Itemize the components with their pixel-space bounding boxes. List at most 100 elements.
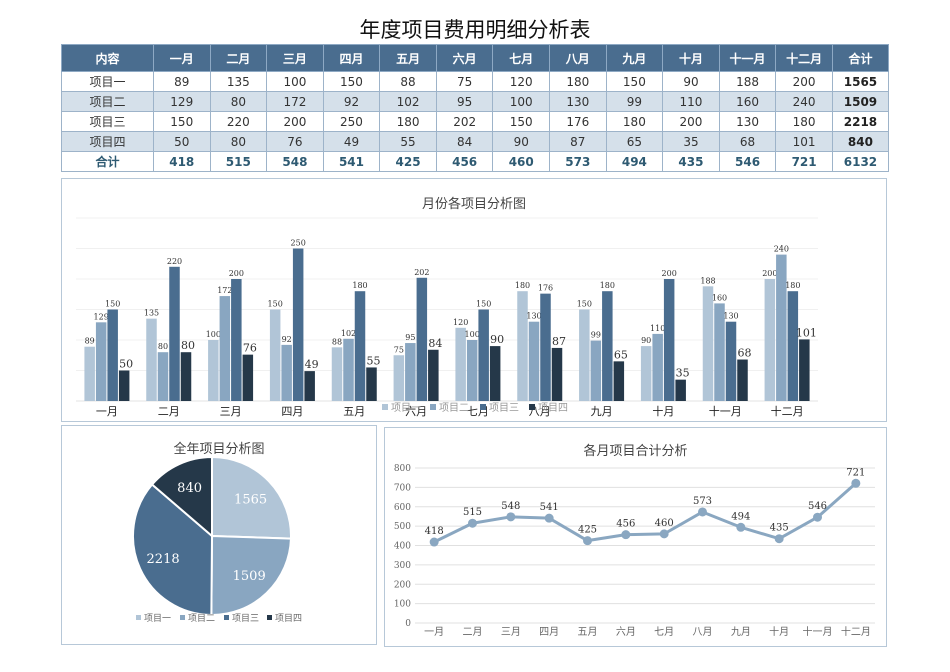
svg-text:500: 500 — [394, 522, 411, 532]
table-cell: 548 — [266, 151, 324, 172]
table-cell: 80 — [209, 131, 268, 152]
table-cell: 项目一 — [61, 71, 154, 92]
svg-text:120: 120 — [453, 318, 468, 327]
table-cell: 项目三 — [61, 111, 154, 132]
line-chart-title: 各月项目合计分析 — [583, 444, 688, 459]
svg-text:一月: 一月 — [424, 626, 444, 638]
svg-text:800: 800 — [394, 464, 411, 474]
svg-text:100: 100 — [465, 330, 480, 339]
table-cell: 202 — [435, 111, 494, 132]
table-cell: 150 — [152, 111, 211, 132]
column-header: 合计 — [831, 44, 890, 72]
table-body: 项目一 89 135 100 150 88 75 120 180 150 90 188 200 1565 项… — [61, 71, 890, 172]
pie-chart-title: 全年项目分析图 — [173, 442, 265, 457]
svg-text:220: 220 — [167, 257, 182, 266]
table-cell: 55 — [379, 131, 437, 152]
column-header: 九月 — [605, 44, 664, 72]
svg-text:项目四: 项目四 — [275, 613, 302, 624]
svg-text:项目三: 项目三 — [232, 613, 259, 624]
table-cell: 项目四 — [61, 131, 154, 152]
table-cell: 573 — [549, 151, 607, 172]
svg-text:456: 456 — [616, 519, 635, 530]
table-cell: 49 — [322, 131, 381, 152]
column-header: 二月 — [209, 44, 268, 72]
svg-text:二月: 二月 — [158, 405, 180, 418]
column-header: 八月 — [549, 44, 607, 72]
svg-text:十月: 十月 — [769, 625, 789, 638]
svg-text:十二月: 十二月 — [771, 404, 804, 418]
svg-text:840: 840 — [177, 481, 202, 496]
column-header: 六月 — [435, 44, 494, 72]
table-cell: 456 — [435, 151, 494, 172]
column-header: 十月 — [662, 44, 720, 72]
svg-text:35: 35 — [676, 367, 690, 380]
svg-text:200: 200 — [662, 269, 677, 278]
svg-text:80: 80 — [158, 342, 168, 351]
table-cell: 合计 — [61, 151, 154, 172]
svg-text:0: 0 — [405, 619, 411, 629]
table-cell: 2218 — [831, 111, 890, 132]
svg-text:300: 300 — [394, 561, 411, 571]
table-cell: 160 — [718, 91, 777, 112]
bar-chart-title: 月份各项目分析图 — [421, 197, 526, 212]
svg-text:49: 49 — [305, 358, 319, 371]
svg-text:六月: 六月 — [405, 405, 427, 418]
column-header: 十二月 — [775, 44, 833, 72]
table-cell: 176 — [549, 111, 607, 132]
svg-text:425: 425 — [578, 525, 597, 536]
svg-text:200: 200 — [229, 269, 244, 278]
column-header: 五月 — [379, 44, 437, 72]
svg-text:180: 180 — [515, 281, 530, 290]
svg-text:87: 87 — [552, 335, 566, 348]
sum-row: 合计 418 515 548 541 425 456 460 573 494 435 546 721 61… — [61, 151, 890, 172]
svg-text:三月: 三月 — [220, 405, 242, 418]
svg-text:494: 494 — [731, 511, 750, 522]
table-cell: 50 — [152, 131, 211, 152]
svg-text:1509: 1509 — [233, 569, 266, 584]
table-cell: 88 — [379, 71, 437, 92]
table-cell: 1565 — [831, 71, 890, 92]
column-header: 四月 — [322, 44, 381, 72]
svg-text:418: 418 — [425, 526, 444, 537]
svg-text:435: 435 — [770, 523, 789, 534]
pie-chart: 1565 1509 2218 840 项目一 项目二 项目三 项目四 — [132, 455, 302, 624]
table-row: 项目四 50 80 76 49 55 84 90 87 65 35 68 101 840 — [61, 131, 890, 152]
table-cell: 68 — [718, 131, 777, 152]
bar-chart-panel: 月份各项目分析图 89 129 150 50 一月 135 80 220 80 二月 100 172 2… — [61, 178, 887, 422]
svg-text:项目二: 项目二 — [188, 613, 215, 624]
table-cell: 102 — [379, 91, 437, 112]
svg-text:84: 84 — [428, 337, 442, 350]
svg-text:三月: 三月 — [501, 626, 521, 638]
table-cell: 95 — [435, 91, 494, 112]
svg-text:721: 721 — [846, 467, 865, 478]
table-cell: 200 — [662, 111, 720, 132]
svg-text:89: 89 — [85, 337, 95, 346]
line-chart-panel: 各月项目合计分析 0 100 200 300 400 500 600 700 800 418 一月 5… — [384, 427, 887, 647]
table-cell: 180 — [379, 111, 437, 132]
svg-text:八月: 八月 — [693, 626, 713, 638]
svg-text:项目二: 项目二 — [439, 402, 469, 414]
svg-text:546: 546 — [808, 501, 827, 512]
svg-text:180: 180 — [600, 281, 615, 290]
table-cell: 101 — [775, 131, 833, 152]
svg-text:项目一: 项目一 — [144, 613, 171, 624]
svg-text:99: 99 — [591, 331, 601, 340]
svg-text:100: 100 — [394, 600, 411, 610]
column-header: 七月 — [492, 44, 551, 72]
svg-text:150: 150 — [105, 300, 120, 309]
svg-text:项目一: 项目一 — [391, 402, 421, 414]
svg-text:200: 200 — [762, 269, 777, 278]
svg-text:400: 400 — [394, 542, 411, 552]
table-cell: 515 — [209, 151, 268, 172]
table-header-row: 内容 一月 二月 三月 四月 五月 六月 七月 八月 九月 十月 十一月 十二月 合计 — [61, 44, 890, 72]
svg-text:92: 92 — [282, 335, 292, 344]
svg-text:200: 200 — [394, 580, 411, 590]
table-cell: 90 — [492, 131, 551, 152]
svg-text:548: 548 — [501, 501, 520, 512]
svg-text:四月: 四月 — [539, 626, 559, 638]
table-cell: 721 — [775, 151, 833, 172]
table-cell: 92 — [322, 91, 381, 112]
table-cell: 80 — [209, 91, 268, 112]
svg-text:150: 150 — [577, 300, 592, 309]
table-cell: 100 — [492, 91, 551, 112]
